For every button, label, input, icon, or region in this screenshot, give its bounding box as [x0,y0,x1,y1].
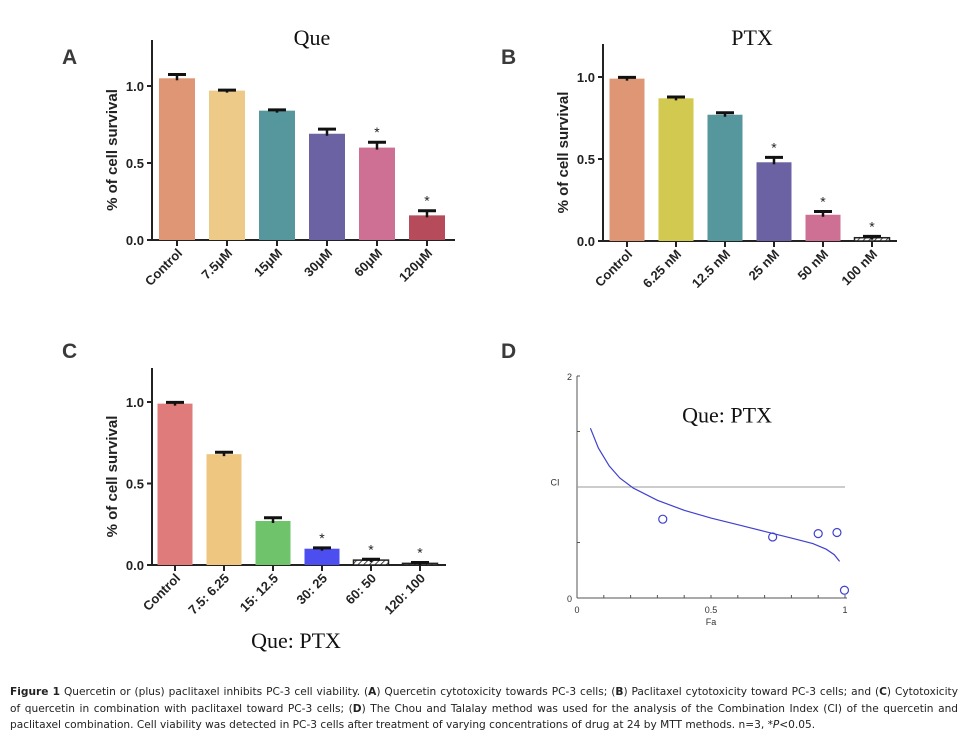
y-tick-label: 0 [567,594,572,604]
x-tick-label: 7.5μM [198,246,235,283]
bar [707,114,743,241]
panel-letter-d: D [501,340,516,363]
bar [609,78,645,241]
panel-letter-c: C [62,340,77,363]
significance-star: * [771,139,777,155]
x-tick-label: 60μM [351,246,385,280]
panel-b: B PTX 0.0 0.5 1.0 % of cell survival Control… [501,25,897,291]
caption-label: Figure 1 [10,686,61,698]
y-tick-label: 0.0 [126,558,144,573]
significance-star: * [368,541,374,557]
ci-curve [589,427,841,562]
panel-a: A Que 0.0 0.5 1.0 % of cell survival Control… [62,25,455,289]
significance-star: * [319,530,325,546]
significance-star: * [820,193,826,209]
data-point [813,529,823,539]
x-tick-label: Control [142,246,185,289]
y-tick-label: 0.0 [126,233,144,248]
x-tick-label: 120μM [396,246,435,285]
y-tick-label: 1.0 [126,79,144,94]
panel-letter-a: A [62,46,77,69]
x-tick-label: 25 nM [745,247,782,284]
x-tick-label: Control [592,247,635,290]
panel-b-title: PTX [731,25,773,50]
x-tick-label: 50 nM [794,247,831,284]
bar [159,78,195,240]
x-axis-label: Fa [706,617,717,627]
panel-d-title: Que: PTX [682,403,772,428]
significance-star: * [417,545,423,561]
x-tick-label: 100 nM [838,247,880,289]
caption-text: A [368,686,377,698]
bar [304,548,340,565]
panel-c-xlabel: Que: PTX [251,628,341,653]
panel-letter-b: B [501,46,516,69]
data-point [658,514,668,524]
x-tick-label: 7.5: 6.25 [185,571,232,618]
caption-text: ) Paclitaxel cytotoxicity toward PC-3 ce… [623,686,880,698]
bar [756,162,792,241]
figure: A Que 0.0 0.5 1.0 % of cell survival Control… [62,25,897,653]
y-tick-label: 1.0 [126,395,144,410]
panel-b-plot: 0.0 0.5 1.0 % of cell survival Control 6.25 n… [555,44,897,291]
x-tick-label: 60: 50 [342,571,379,608]
bar [309,133,345,240]
bar [259,110,295,240]
y-axis-label: % of cell survival [104,416,121,538]
x-tick-label: Control [140,571,183,614]
panel-d-plot: 0 2 0 0.5 1 Fa CI Que: PTX [551,372,850,627]
x-tick-label: 30μM [301,246,335,280]
bar [658,98,694,241]
x-tick-label: 30: 25 [293,571,330,608]
y-tick-label: 0.5 [126,156,144,171]
x-tick-label: 12.5 nM [689,247,733,291]
panel-a-plot: 0.0 0.5 1.0 % of cell survival Control 7.5μM 1… [104,40,455,289]
caption-text: ) Quercetin cytotoxicity towards PC-3 ce… [376,686,616,698]
caption-text: C [879,686,887,698]
x-tick-label: 6.25 nM [640,247,684,291]
x-tick-label: 0.5 [705,605,718,615]
figure-caption: Figure 1 Quercetin or (plus) paclitaxel … [10,684,958,734]
bar [206,454,242,565]
significance-star: * [374,124,380,140]
caption-text: ) Cytotoxicity of quercetin in combinati… [10,686,958,715]
y-axis-label: CI [551,477,560,487]
caption-text: B [615,686,624,698]
data-point [768,532,778,542]
x-tick-label: 120: 100 [381,571,428,618]
caption-text: ) The Chou and Talalay method was used f… [10,702,959,732]
x-tick-label: 15μM [251,246,285,280]
data-point [832,527,842,538]
data-point [839,585,850,595]
bar [359,147,395,240]
y-axis-label: % of cell survival [104,89,121,211]
significance-star: * [869,218,875,234]
caption-text: P [772,719,780,731]
panel-c: C Que: PTX 0.0 0.5 1.0 % of cell survival Co… [62,340,446,653]
panel-a-title: Que [294,25,331,50]
x-tick-label: 0 [574,605,579,615]
caption-text: <0.05. [779,719,816,731]
y-tick-label: 1.0 [577,70,595,85]
caption-text: Quercetin or (plus) paclitaxel inhibits … [60,686,369,698]
y-axis-label: % of cell survival [555,92,572,214]
bar [409,215,445,240]
panel-d: D 0 2 0 0.5 1 Fa CI Que: PTX [501,340,850,627]
bar [255,520,291,565]
y-tick-label: 0.5 [126,477,144,492]
bar [157,403,193,565]
bar [805,214,841,241]
y-tick-label: 0.0 [577,234,595,249]
bar [209,90,245,241]
x-tick-label: 15: 12.5 [237,571,281,615]
y-tick-label: 0.5 [577,152,595,167]
x-tick-label: 1 [842,605,847,615]
caption-text: D [352,702,362,715]
significance-star: * [424,193,430,209]
panel-c-plot: 0.0 0.5 1.0 % of cell survival Control 7.5: 6… [104,368,446,617]
y-tick-label: 2 [567,372,572,382]
